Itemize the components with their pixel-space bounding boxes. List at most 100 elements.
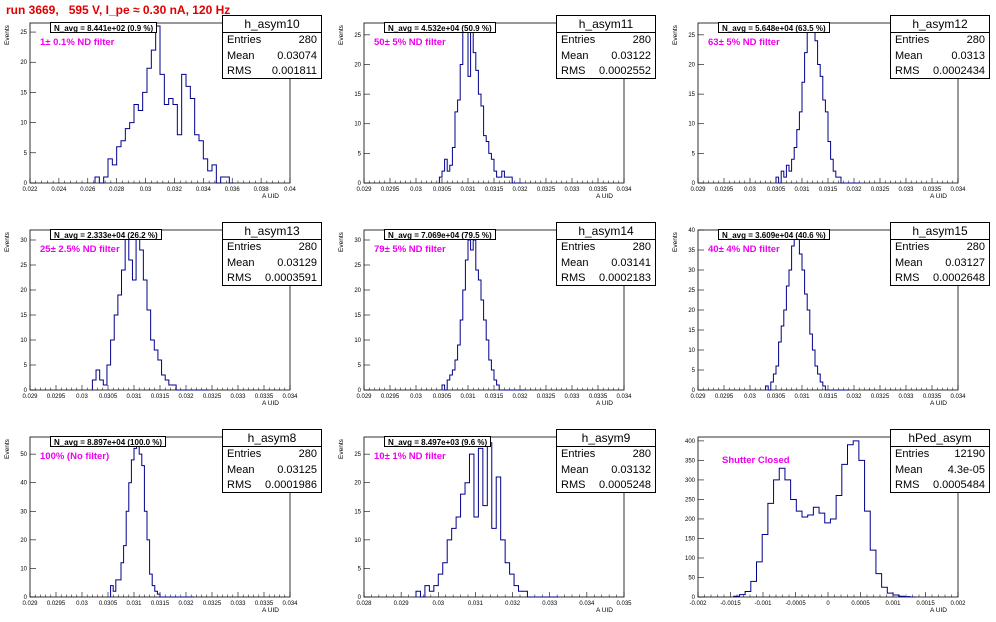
stats-box: h_asym13 Entries 280 Mean 0.03129 RMS 0.000359… (222, 222, 322, 286)
rms-row: RMS 0.0002434 (891, 64, 989, 80)
x-tick-label: 0.033 (898, 187, 914, 193)
entries-label: Entries (561, 448, 596, 460)
rms-value: 0.0001986 (265, 479, 317, 491)
rms-row: RMS 0.0001986 (223, 478, 321, 494)
x-tick-label: 0.03 (410, 187, 422, 193)
histogram-name: h_asym8 (223, 430, 321, 447)
y-tick-label: 5 (692, 368, 696, 374)
y-tick-label: 10 (354, 538, 361, 544)
mean-row: Mean 0.03074 (223, 49, 321, 65)
x-tick-label: 0.03 (744, 394, 756, 400)
x-tick-label: 0.029 (690, 394, 706, 400)
x-tick-label: 0.028 (356, 601, 372, 607)
x-tick-label: 0.033 (542, 601, 558, 607)
mean-row: Mean 0.03141 (557, 256, 655, 272)
histogram-name: h_asym11 (557, 16, 655, 33)
x-tick-label: 0.001 (885, 601, 901, 607)
histogram-name: h_asym15 (891, 223, 989, 240)
rms-value: 0.0002648 (933, 272, 985, 284)
y-tick-label: 15 (354, 313, 361, 319)
y-tick-label: 10 (20, 566, 27, 572)
x-tick-label: -0.002 (689, 601, 707, 607)
filter-label: 10± 1% ND filter (374, 451, 446, 462)
mean-row: Mean 0.03127 (891, 256, 989, 272)
entries-label: Entries (561, 34, 596, 46)
rms-row: RMS 0.0002183 (557, 271, 655, 287)
x-tick-label: 0.029 (394, 601, 410, 607)
x-axis-label: A UID (596, 193, 613, 200)
navg-label: N_avg = 4.532e+04 (50.9 %) (384, 22, 496, 33)
x-tick-label: 0.0325 (537, 187, 556, 193)
y-tick-label: 25 (688, 33, 695, 39)
x-tick-label: 0.0325 (203, 394, 222, 400)
y-tick-label: 30 (20, 238, 27, 244)
mean-value: 0.03125 (277, 463, 317, 476)
x-tick-label: 0.029 (22, 394, 38, 400)
histogram-name: h_asym12 (891, 16, 989, 33)
x-tick-label: 0.03 (744, 187, 756, 193)
navg-label: N_avg = 8.497e+03 (9.6 %) (384, 436, 492, 447)
rms-value: 0.0003591 (265, 272, 317, 284)
filter-label: 100% (No filter) (40, 451, 110, 462)
histogram-name: hPed_asym (891, 430, 989, 447)
entries-row: Entries 280 (891, 33, 989, 49)
y-tick-label: 20 (20, 60, 27, 66)
entries-row: Entries 280 (557, 33, 655, 49)
x-tick-label: 0.0315 (819, 394, 838, 400)
y-tick-label: 15 (354, 92, 361, 98)
x-axis-label: A UID (596, 400, 613, 407)
y-tick-label: 400 (685, 439, 696, 445)
mean-value: 0.03127 (945, 256, 985, 269)
y-tick-label: 50 (688, 575, 695, 581)
mean-value: 0.03129 (277, 256, 317, 269)
y-axis-label: Events (672, 232, 679, 252)
filter-label: 1± 0.1% ND filter (40, 37, 115, 48)
entries-label: Entries (561, 241, 596, 253)
x-tick-label: 0.032 (512, 187, 528, 193)
mean-label: Mean (227, 256, 255, 269)
y-tick-label: 0 (692, 388, 696, 394)
x-tick-label: 0.0305 (99, 601, 118, 607)
x-axis-label: A UID (262, 193, 279, 200)
y-tick-label: 150 (685, 536, 696, 542)
y-tick-label: 0 (24, 595, 28, 601)
histogram-line (438, 22, 523, 184)
stats-box: hPed_asym Entries 12190 Mean 4.3e-05 RMS 0.000… (890, 429, 990, 493)
y-tick-label: 20 (688, 308, 695, 314)
page-title: run 3669, 595 V, I_pe ≈ 0.30 nA, 120 Hz (6, 3, 231, 17)
y-tick-label: 25 (354, 263, 361, 269)
rms-label: RMS (561, 65, 586, 77)
rms-row: RMS 0.0005248 (557, 478, 655, 494)
x-tick-label: 0.0295 (715, 187, 734, 193)
y-tick-label: 20 (354, 62, 361, 68)
x-tick-label: 0.033 (898, 394, 914, 400)
mean-label: Mean (895, 49, 923, 62)
x-tick-label: 0.03 (410, 394, 422, 400)
stats-box: h_asym9 Entries 280 Mean 0.03132 RMS 0.0005248 (556, 429, 656, 493)
x-tick-label: 0.031 (126, 394, 142, 400)
x-tick-label: 0.032 (178, 601, 194, 607)
rms-row: RMS 0.0003591 (223, 271, 321, 287)
rms-value: 0.0002183 (599, 272, 651, 284)
y-axis-label: Events (4, 232, 11, 252)
y-tick-label: 5 (692, 151, 696, 157)
x-tick-label: 0.0305 (767, 187, 786, 193)
entries-value: 280 (298, 34, 317, 46)
x-tick-label: 0.034 (282, 394, 298, 400)
mean-label: Mean (227, 49, 255, 62)
entries-label: Entries (895, 241, 930, 253)
entries-value: 280 (298, 241, 317, 253)
y-tick-label: 5 (358, 566, 362, 572)
entries-value: 280 (632, 448, 651, 460)
rms-value: 0.001811 (271, 65, 317, 77)
rms-row: RMS 0.0002648 (891, 271, 989, 287)
y-tick-label: 15 (20, 313, 27, 319)
mean-label: Mean (895, 463, 923, 476)
x-tick-label: 0 (826, 601, 830, 607)
y-tick-label: 35 (688, 248, 695, 254)
x-tick-label: 0.0305 (433, 187, 452, 193)
